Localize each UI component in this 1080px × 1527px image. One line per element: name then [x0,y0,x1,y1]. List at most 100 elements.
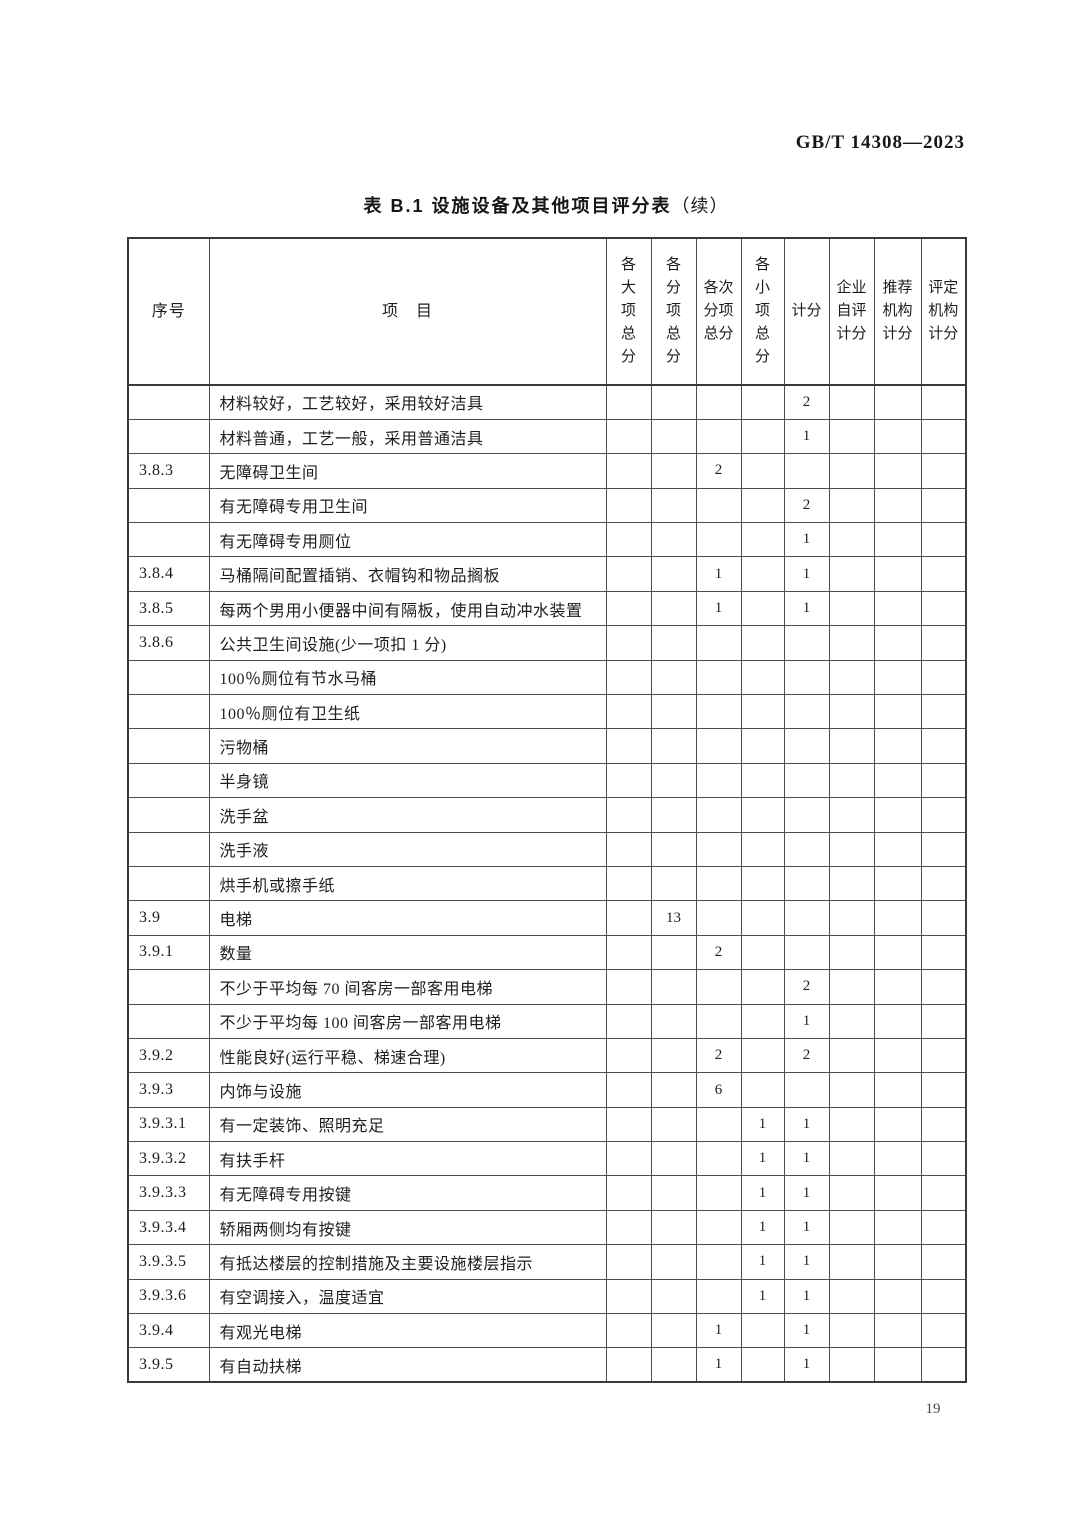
score-cell: 1 [695,1347,742,1383]
score-cell [650,728,697,764]
row-number-cell [127,659,210,696]
score-cell [605,1175,652,1211]
score-cell [650,1278,697,1315]
table-row: 3.9.5 有自动扶梯 1 1 [127,1347,967,1383]
score-cell [740,1072,785,1108]
score-cell [873,797,922,833]
score-cell: 2 [783,969,830,1005]
row-number-cell [127,831,210,867]
score-cell [920,487,967,524]
score-cell [695,522,742,558]
score-cell [783,728,830,764]
column-header-dxzf: 各大项总分 [605,237,652,386]
score-cell: 1 [783,418,830,455]
score-cell [828,1347,875,1383]
score-cell [605,762,652,799]
score-cell: 1 [783,1278,830,1315]
standard-number: GB/T 14308—2023 [795,132,965,153]
score-cell [605,900,652,936]
score-cell: 1 [783,1141,830,1177]
score-cell [695,659,742,696]
score-cell [920,418,967,455]
item-cell: 每两个男用小便器中间有隔板，使用自动冲水装置 [208,590,607,627]
column-header-cfxzf: 各次 分项 总分 [695,237,742,386]
score-cell [740,728,785,764]
score-cell [605,969,652,1005]
table-row: 污物桶 [127,728,967,764]
score-cell [783,865,830,902]
score-cell [740,934,785,971]
score-cell [873,934,922,971]
score-cell [605,865,652,902]
score-cell [605,831,652,867]
score-cell: 1 [695,590,742,627]
score-cell [650,453,697,489]
score-cell [828,797,875,833]
score-cell [828,1003,875,1039]
score-cell [920,934,967,971]
score-cell [605,1003,652,1039]
table-row: 洗手液 [127,831,967,867]
score-cell [873,831,922,867]
row-number-cell: 3.9.2 [127,1037,210,1074]
score-cell [920,969,967,1005]
score-cell: 2 [783,487,830,524]
score-table: 序号项 目各大项总分各分项总分各次 分项 总分各小项总分计分 企业 自评 计分 推荐 机构 计分… [127,237,967,1384]
row-number-cell: 3.9.3.2 [127,1141,210,1177]
score-cell [740,969,785,1005]
score-cell [695,1003,742,1039]
score-cell [873,728,922,764]
table-title: 表 B.1 设施设备及其他项目评分表（续） [127,192,965,218]
score-cell: 1 [783,1347,830,1383]
score-cell [920,728,967,764]
score-cell: 1 [783,590,830,627]
score-cell [605,556,652,592]
row-number-cell [127,418,210,455]
score-cell [873,384,922,420]
row-number-cell: 3.8.6 [127,625,210,661]
table-row: 3.8.5 每两个男用小便器中间有隔板，使用自动冲水装置 1 1 [127,590,967,627]
header-row: 序号项 目各大项总分各分项总分各次 分项 总分各小项总分计分 企业 自评 计分 推荐 机构 计分… [127,237,967,386]
score-cell [605,625,652,661]
score-cell [783,453,830,489]
item-cell: 半身镜 [208,762,607,799]
item-cell: 电梯 [208,900,607,936]
score-cell [650,762,697,799]
score-cell [783,694,830,730]
score-cell [605,487,652,524]
score-cell [605,694,652,730]
score-cell [920,762,967,799]
item-cell: 材料较好，工艺较好，采用较好洁具 [208,384,607,420]
score-cell [920,1175,967,1211]
row-number-cell [127,1003,210,1039]
score-cell [783,831,830,867]
score-cell [650,694,697,730]
score-cell [740,1313,785,1349]
item-cell: 烘手机或擦手纸 [208,865,607,902]
item-cell: 有空调接入，温度适宜 [208,1278,607,1315]
row-number-cell: 3.8.4 [127,556,210,592]
score-cell [650,1347,697,1383]
row-number-cell: 3.9.3.4 [127,1209,210,1246]
table-row: 3.9.3.6 有空调接入，温度适宜 1 1 [127,1278,967,1315]
row-number-cell: 3.8.5 [127,590,210,627]
item-cell: 材料普通，工艺一般，采用普通洁具 [208,418,607,455]
score-cell [650,659,697,696]
score-cell [783,762,830,799]
score-cell [920,1209,967,1246]
score-cell [605,1141,652,1177]
score-cell [605,1209,652,1246]
score-cell [828,1037,875,1074]
score-cell [740,831,785,867]
score-cell [650,556,697,592]
score-cell [828,556,875,592]
score-cell [695,762,742,799]
score-cell [920,659,967,696]
score-cell [920,590,967,627]
score-cell [650,590,697,627]
item-cell: 性能良好(运行平稳、梯速合理) [208,1037,607,1074]
score-cell [828,418,875,455]
score-cell [873,418,922,455]
column-header-xxzf: 各小项总分 [740,237,785,386]
score-cell [695,728,742,764]
